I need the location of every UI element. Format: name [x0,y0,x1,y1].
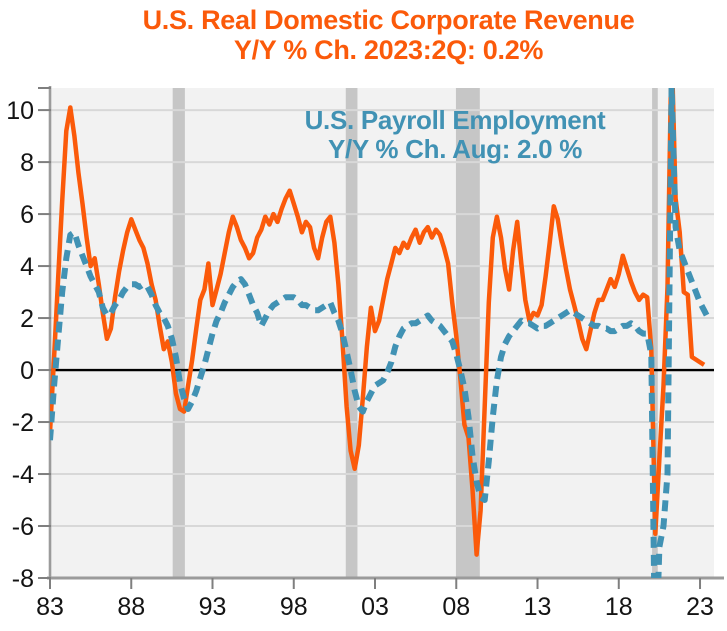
x-tick-label: 03 [361,593,389,621]
legend-line2: Y/Y % Ch. Aug: 2.0 % [327,134,583,164]
payroll-series-line [50,88,711,578]
recession-bar [345,88,358,578]
recession-bar [172,88,185,578]
y-axis-labels: 10 8 6 4 2 0 -2 -4 -6 -8 [6,87,51,593]
x-tick-label: 93 [199,593,227,621]
x-tick-label: 23 [686,593,714,621]
x-tick-label: 18 [605,593,633,621]
x-tick-label: 08 [442,593,470,621]
y-tick-label: -6 [12,513,34,541]
y-tick-label: 8 [20,149,34,177]
y-tick-label: -8 [12,565,34,593]
x-tick-label: 88 [117,593,145,621]
x-tick-label: 13 [524,593,552,621]
x-tick-label: 98 [280,593,308,621]
y-tick-label: 0 [20,357,34,385]
recession-bar [652,88,658,578]
legend-line1: U.S. Payroll Employment [304,105,606,135]
x-tick-label: 83 [36,593,64,621]
y-tick-label: 6 [20,201,34,229]
legend-block: U.S. Payroll Employment Y/Y % Ch. Aug: 2… [230,106,680,164]
revenue-series-line [50,88,706,557]
y-tick-label: 10 [6,97,34,125]
y-tick-label: -2 [12,409,34,437]
y-tick-label: 4 [20,253,34,281]
chart-title-block: U.S. Real Domestic Corporate Revenue Y/Y… [50,5,727,65]
x-axis-labels: 83 88 93 98 03 08 13 18 23 [36,578,714,621]
y-tick-label: -4 [12,461,34,489]
chart-title-line1: U.S. Real Domestic Corporate Revenue [142,5,635,35]
chart-title-line2: Y/Y % Ch. 2023:2Q: 0.2% [233,35,544,65]
y-tick-label: 2 [20,305,34,333]
